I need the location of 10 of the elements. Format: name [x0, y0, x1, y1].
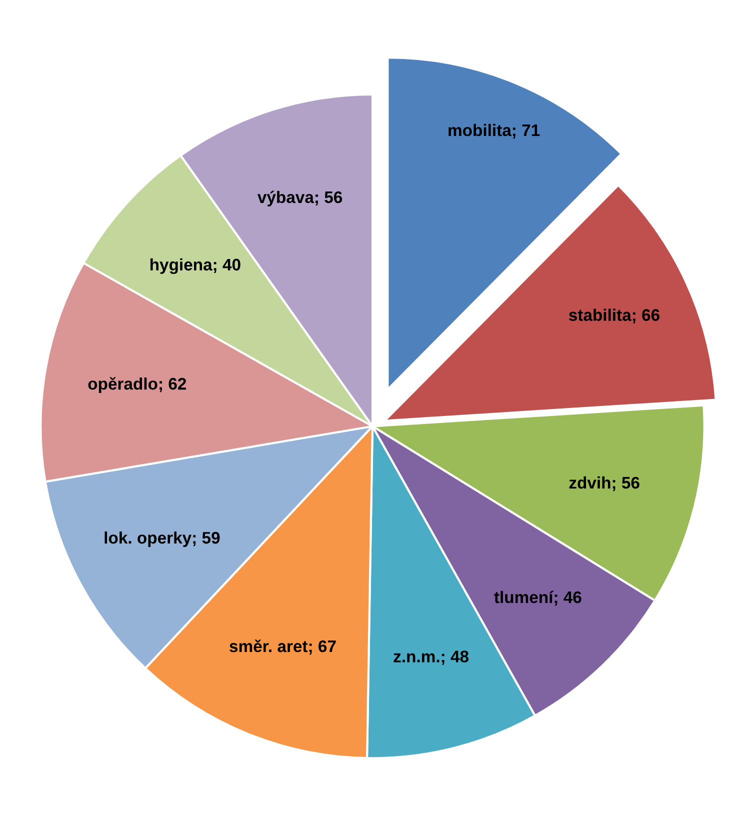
slice-label: směr. aret; 67: [230, 640, 336, 655]
slice-label: tlumení; 46: [494, 590, 582, 606]
slice-label: opěradlo; 62: [88, 377, 186, 394]
slice-label: výbava; 56: [257, 190, 342, 206]
slice-label: zdvih; 56: [569, 476, 640, 492]
slice-label: lok. operky; 59: [104, 531, 220, 548]
slice-label: stabilita; 66: [568, 308, 660, 324]
slice-label: mobilita; 71: [448, 124, 540, 139]
slice-label: hygiena; 40: [150, 258, 240, 274]
slice-label: z.n.m.; 48: [394, 650, 469, 665]
